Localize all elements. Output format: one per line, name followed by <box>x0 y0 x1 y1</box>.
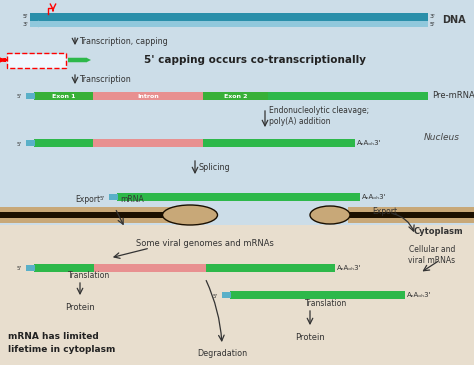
Text: Translation: Translation <box>68 270 110 280</box>
Text: Transcription, capping: Transcription, capping <box>79 38 168 46</box>
Text: AₙAₒₕ3': AₙAₒₕ3' <box>407 292 431 298</box>
Text: Splicing: Splicing <box>199 162 231 172</box>
Bar <box>0 212 175 218</box>
Text: 5': 5' <box>17 95 22 100</box>
Text: Cellular and
viral mRNAs: Cellular and viral mRNAs <box>408 245 455 265</box>
Text: 5': 5' <box>213 293 218 299</box>
Text: Endonucleolytic cleavage;
poly(A) addition: Endonucleolytic cleavage; poly(A) additi… <box>269 106 369 126</box>
Text: 5': 5' <box>100 196 105 200</box>
Bar <box>34 139 355 147</box>
Bar <box>0 225 474 365</box>
FancyArrow shape <box>68 58 91 62</box>
Ellipse shape <box>310 206 350 224</box>
Bar <box>94 264 206 272</box>
Bar <box>34 264 335 272</box>
Bar <box>30 13 428 21</box>
Bar <box>35 92 93 100</box>
Bar <box>93 92 203 100</box>
Text: Export: Export <box>75 196 100 204</box>
Text: Exon 1: Exon 1 <box>52 93 76 99</box>
Bar <box>222 292 231 298</box>
Text: Protein: Protein <box>295 334 325 342</box>
Text: Cytoplasm: Cytoplasm <box>413 227 463 237</box>
Text: 5': 5' <box>17 142 22 146</box>
Text: AₙAₒₕ3': AₙAₒₕ3' <box>362 194 386 200</box>
Text: Degradation: Degradation <box>197 349 247 357</box>
Bar <box>348 207 474 223</box>
Bar <box>109 194 118 200</box>
Text: 5': 5' <box>430 22 436 27</box>
Text: mRNA has limited
lifetime in cytoplasm: mRNA has limited lifetime in cytoplasm <box>8 332 115 353</box>
Bar <box>93 139 203 147</box>
Text: 3': 3' <box>22 22 28 27</box>
Bar <box>30 21 428 27</box>
Text: Transcription: Transcription <box>79 76 131 85</box>
Bar <box>34 92 428 100</box>
Bar <box>230 291 405 299</box>
Bar <box>348 212 474 218</box>
Text: Nucleus: Nucleus <box>424 134 460 142</box>
Text: 5': 5' <box>22 14 28 19</box>
Text: Protein: Protein <box>65 304 95 312</box>
Ellipse shape <box>163 205 218 225</box>
Text: AₙAₒₕ3': AₙAₒₕ3' <box>337 265 362 271</box>
Text: 5' capping occurs co-transcriptionally: 5' capping occurs co-transcriptionally <box>144 55 366 65</box>
Text: Intron: Intron <box>137 93 159 99</box>
Text: m³GpppNp: m³GpppNp <box>14 55 60 65</box>
Text: AₙAₒₕ3': AₙAₒₕ3' <box>357 140 382 146</box>
Bar <box>203 92 268 100</box>
FancyBboxPatch shape <box>8 53 66 68</box>
Text: 3': 3' <box>430 14 436 19</box>
Text: 5': 5' <box>17 266 22 272</box>
Text: Exon 2: Exon 2 <box>224 93 247 99</box>
Text: Pre-mRNA: Pre-mRNA <box>432 92 474 100</box>
Text: Export: Export <box>373 207 398 216</box>
Text: Some viral genomes and mRNAs: Some viral genomes and mRNAs <box>136 238 274 247</box>
Text: Translation: Translation <box>305 299 347 307</box>
Bar <box>26 265 35 271</box>
Bar <box>117 193 360 201</box>
Bar <box>0 207 175 223</box>
Text: mRNA: mRNA <box>120 196 144 204</box>
Bar <box>26 93 35 99</box>
Text: DNA: DNA <box>442 15 465 25</box>
Bar <box>26 140 35 146</box>
